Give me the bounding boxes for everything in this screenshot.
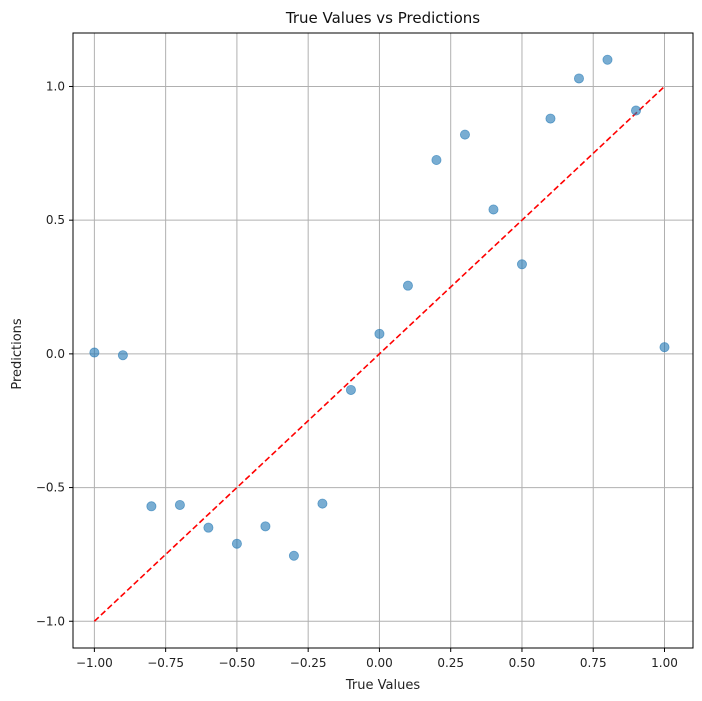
y-tick-label: 0.5 <box>46 213 65 227</box>
x-tick-label: −0.50 <box>219 656 256 670</box>
y-tick-label: −0.5 <box>36 481 65 495</box>
x-tick-label: 0.50 <box>509 656 536 670</box>
x-tick-label: 0.75 <box>580 656 607 670</box>
data-point <box>146 501 157 512</box>
y-axis-label: Predictions <box>10 318 25 390</box>
data-point <box>459 129 470 140</box>
data-point <box>317 498 328 509</box>
data-point <box>573 73 584 84</box>
data-point <box>659 342 670 353</box>
reference-line-group <box>93 85 666 622</box>
data-point <box>374 328 385 339</box>
y-tick-label: −1.0 <box>36 614 65 628</box>
data-point <box>260 521 271 532</box>
data-point <box>89 347 100 358</box>
data-point <box>174 499 185 510</box>
data-point <box>288 550 299 561</box>
x-tick-label: 1.00 <box>651 656 678 670</box>
y-tick-label: 1.0 <box>46 79 65 93</box>
data-point <box>545 113 556 124</box>
data-point <box>630 105 641 116</box>
data-point <box>488 204 499 215</box>
data-point <box>431 155 442 166</box>
x-axis-ticks: −1.00 −0.75 −0.50 −0.25 0.00 0.25 0.50 0.75 1.00 <box>76 648 678 670</box>
data-point <box>203 522 214 533</box>
plot-area-frame <box>72 32 694 649</box>
chart-title: True Values vs Predictions <box>285 9 480 27</box>
y-tick-label: 0.0 <box>46 347 65 361</box>
x-axis-label: True Values <box>345 678 420 693</box>
data-points <box>89 54 670 561</box>
data-point <box>231 538 242 549</box>
data-point <box>117 350 128 361</box>
data-point <box>602 54 613 65</box>
data-point <box>402 280 413 291</box>
data-point <box>516 259 527 270</box>
x-tick-label: 0.25 <box>437 656 464 670</box>
x-tick-label: −1.00 <box>76 656 113 670</box>
y-axis-ticks: −1.0 −0.5 0.0 0.5 1.0 <box>36 79 73 628</box>
x-tick-label: −0.75 <box>147 656 184 670</box>
data-point <box>345 384 356 395</box>
reference-line <box>93 85 666 622</box>
x-tick-label: 0.00 <box>366 656 393 670</box>
x-tick-label: −0.25 <box>290 656 327 670</box>
grid <box>73 33 693 648</box>
